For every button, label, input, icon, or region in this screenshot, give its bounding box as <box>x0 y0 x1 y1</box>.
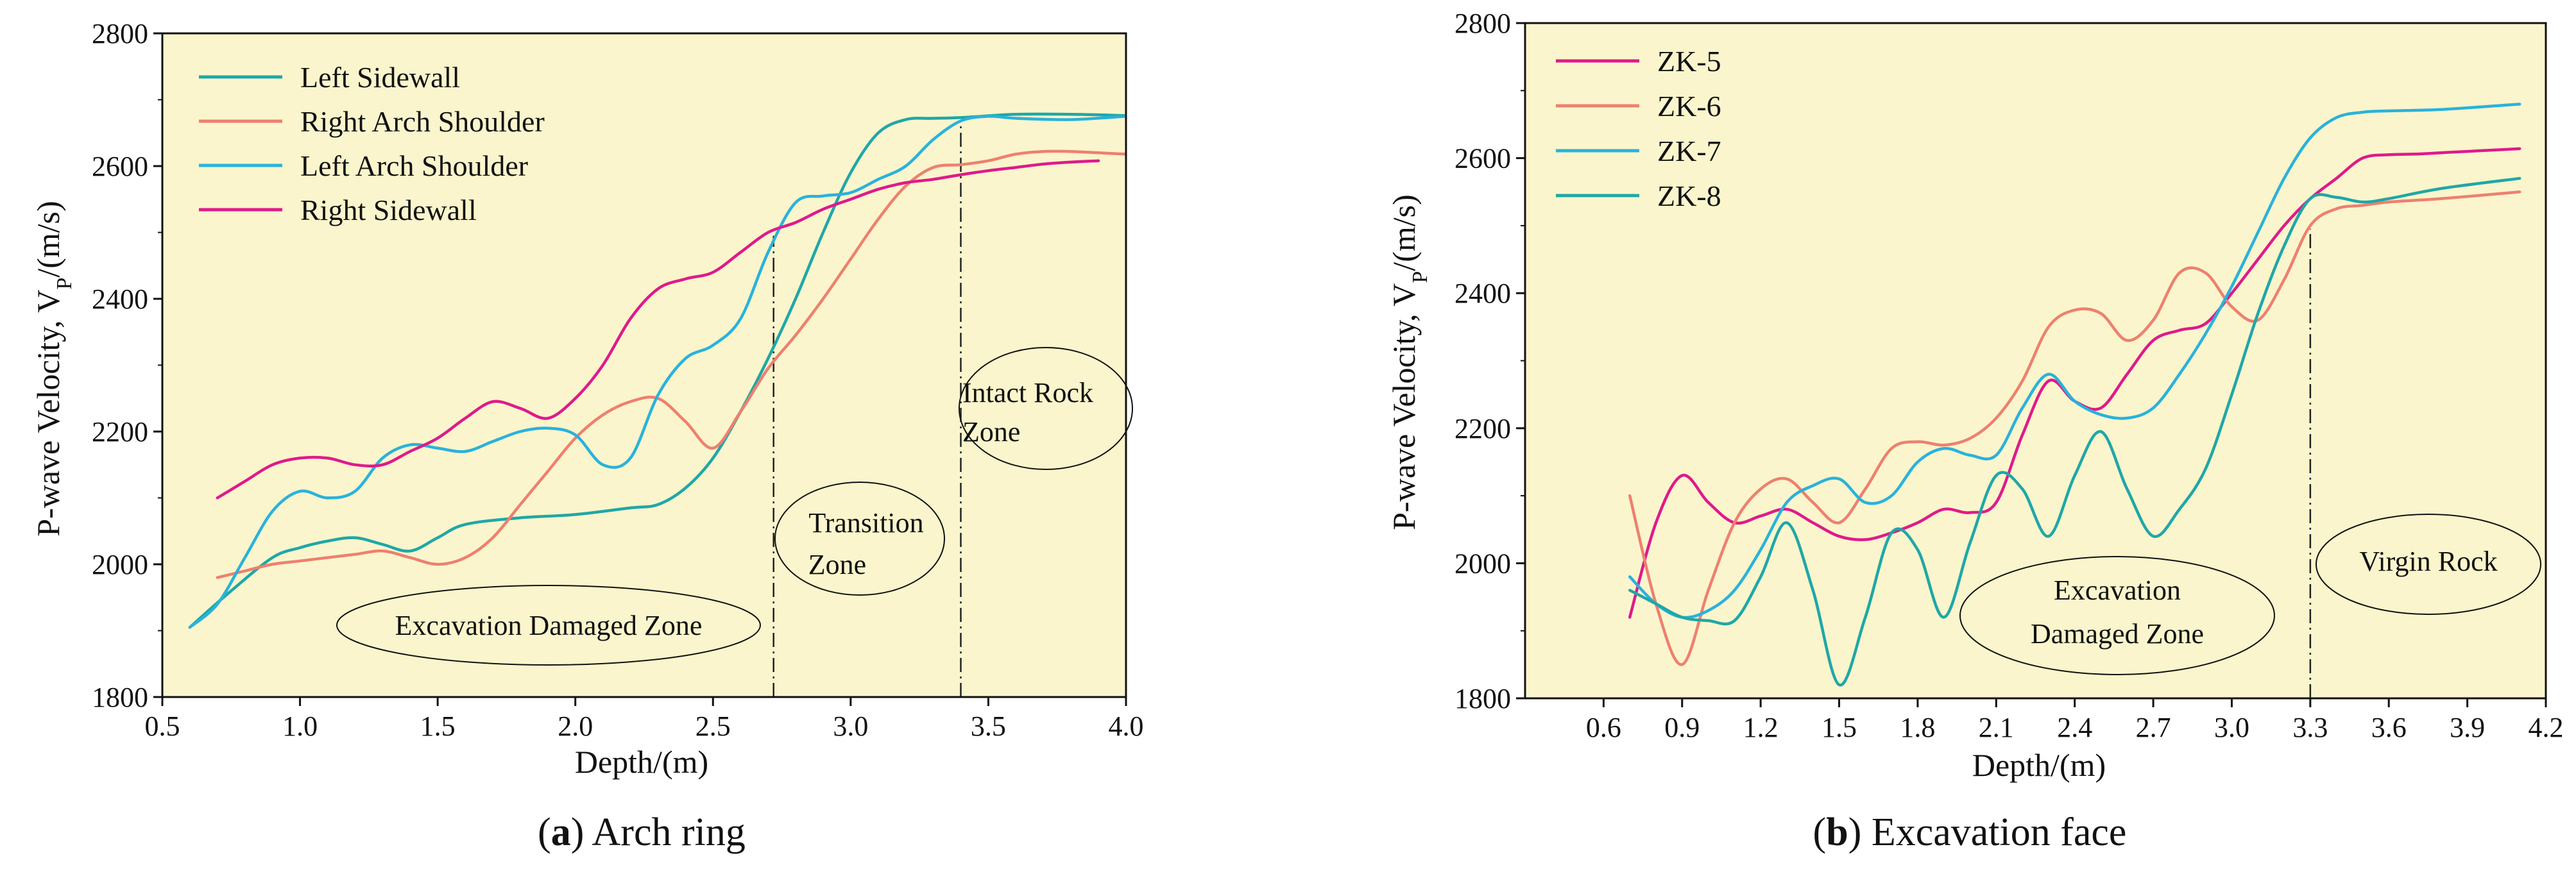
x-tick-label: 3.5 <box>971 710 1006 742</box>
annotation-text: Damaged Zone <box>2031 618 2204 650</box>
legend-label: Left Arch Shoulder <box>300 149 528 182</box>
series-line-zk-7 <box>1628 103 2521 619</box>
annotation-text: Virgin Rock <box>2359 546 2497 577</box>
x-tick-label: 2.5 <box>695 710 731 742</box>
y-tick-label: 2800 <box>1454 8 1511 39</box>
panel-b-plot-area <box>1525 23 2546 698</box>
panel-b-annotation-virgin-rock: Virgin Rock <box>2316 514 2541 615</box>
y-tick-label: 2000 <box>92 549 148 580</box>
x-tick-label: 0.9 <box>1664 712 1700 743</box>
series-line-right-arch-shoulder <box>216 149 1126 579</box>
legend-label: Right Sidewall <box>300 194 477 226</box>
series-line-zk-6 <box>1628 190 2521 666</box>
panel-a-plot-area <box>162 33 1126 697</box>
series-line-left-arch-shoulder <box>188 115 1126 629</box>
legend-label: Right Arch Shoulder <box>300 105 545 138</box>
series-line-left-sidewall <box>188 112 1126 629</box>
x-tick-label: 2.1 <box>1979 712 2014 743</box>
panel-a-annotation-transition-zone: Transition Zone <box>774 482 945 596</box>
y-tick-label: 2600 <box>1454 143 1511 174</box>
panel-a-boundary-lines <box>772 122 962 697</box>
annotation-text: Zone <box>808 549 866 580</box>
x-tick-label: 1.5 <box>1821 712 1857 743</box>
y-tick-label: 1800 <box>1454 683 1511 714</box>
panel-b: 0.6 0.9 1.2 1.5 1.8 2.1 2.4 2.7 3.0 3.3 3.6 3.9 4.2 1… <box>1386 8 2564 783</box>
panel-b-ticks: 0.6 0.9 1.2 1.5 1.8 2.1 2.4 2.7 3.0 3.3 3.6 3.9 4.2 1… <box>1454 8 2564 743</box>
annotation-text: Intact Rock <box>962 377 1093 408</box>
x-tick-label: 3.9 <box>2450 712 2485 743</box>
panel-a-x-axis-label: Depth/(m) <box>575 744 708 780</box>
series-line-right-sidewall <box>216 159 1100 500</box>
panel-a-series <box>188 112 1126 629</box>
x-tick-label: 2.7 <box>2136 712 2171 743</box>
panel-a-legend: Left Sidewall Right Arch Shoulder Left Arc… <box>199 61 545 226</box>
panel-b-frame <box>1524 22 2547 700</box>
annotation-text: Zone <box>962 416 1020 448</box>
annotation-text: Transition <box>808 507 923 539</box>
y-tick-label: 2600 <box>92 151 148 182</box>
panel-a-annotation-intact-rock-zone: Intact Rock Zone <box>959 347 1133 470</box>
y-tick-label: 2400 <box>92 283 148 315</box>
x-tick-label: 1.2 <box>1743 712 1778 743</box>
annotation-text: Excavation <box>2054 575 2181 606</box>
x-tick-label: 1.0 <box>282 710 318 742</box>
panel-b-annotation-excavation-damaged-zone: Excavation Damaged Zone <box>1959 556 2275 675</box>
series-line-zk-8 <box>1628 176 2521 687</box>
legend-label: ZK-7 <box>1657 135 1721 167</box>
x-tick-label: 2.4 <box>2057 712 2092 743</box>
annotation-text: Excavation Damaged Zone <box>395 610 703 641</box>
x-tick-label: 4.0 <box>1109 710 1144 742</box>
y-tick-label: 1800 <box>92 682 148 713</box>
panel-b-legend: ZK-5 ZK-6 ZK-7 ZK-8 <box>1556 45 1721 212</box>
legend-label: ZK-6 <box>1657 90 1721 122</box>
x-tick-label: 3.0 <box>2214 712 2249 743</box>
x-tick-label: 2.0 <box>558 710 593 742</box>
panel-b-y-axis-label: P-wave Velocity, VP/(m/s) <box>1386 194 1432 530</box>
legend-label: Left Sidewall <box>300 61 460 94</box>
x-tick-label: 0.5 <box>145 710 180 742</box>
x-tick-label: 3.6 <box>2371 712 2407 743</box>
x-tick-label: 0.6 <box>1586 712 1621 743</box>
y-tick-label: 2000 <box>1454 548 1511 579</box>
panel-b-x-axis-label: Depth/(m) <box>1972 747 2106 783</box>
caption-b: (b) Excavation face <box>1813 811 2127 854</box>
panel-a: 0.5 1.0 1.5 2.0 2.5 3.0 3.5 4.0 1800 2000 2200 2400… <box>30 18 1144 780</box>
y-tick-label: 2400 <box>1454 278 1511 309</box>
panel-a-ticks: 0.5 1.0 1.5 2.0 2.5 3.0 3.5 4.0 1800 2000 2200 2400… <box>92 18 1144 742</box>
y-tick-label: 2200 <box>92 416 148 448</box>
y-tick-label: 2200 <box>1454 413 1511 444</box>
caption-a: (a) Arch ring <box>538 811 746 854</box>
panel-b-series <box>1628 103 2521 687</box>
legend-label: ZK-5 <box>1657 45 1721 78</box>
x-tick-label: 4.2 <box>2529 712 2564 743</box>
x-tick-label: 3.0 <box>833 710 868 742</box>
x-tick-label: 3.3 <box>2292 712 2328 743</box>
legend-label: ZK-8 <box>1657 180 1721 212</box>
x-tick-label: 1.8 <box>1900 712 1935 743</box>
panel-a-frame <box>161 32 1127 698</box>
x-tick-label: 1.5 <box>420 710 456 742</box>
panel-a-annotation-excavation-damaged-zone: Excavation Damaged Zone <box>336 585 761 666</box>
panel-a-y-axis-label: P-wave Velocity, VP/(m/s) <box>30 201 76 537</box>
y-tick-label: 2800 <box>92 18 148 49</box>
